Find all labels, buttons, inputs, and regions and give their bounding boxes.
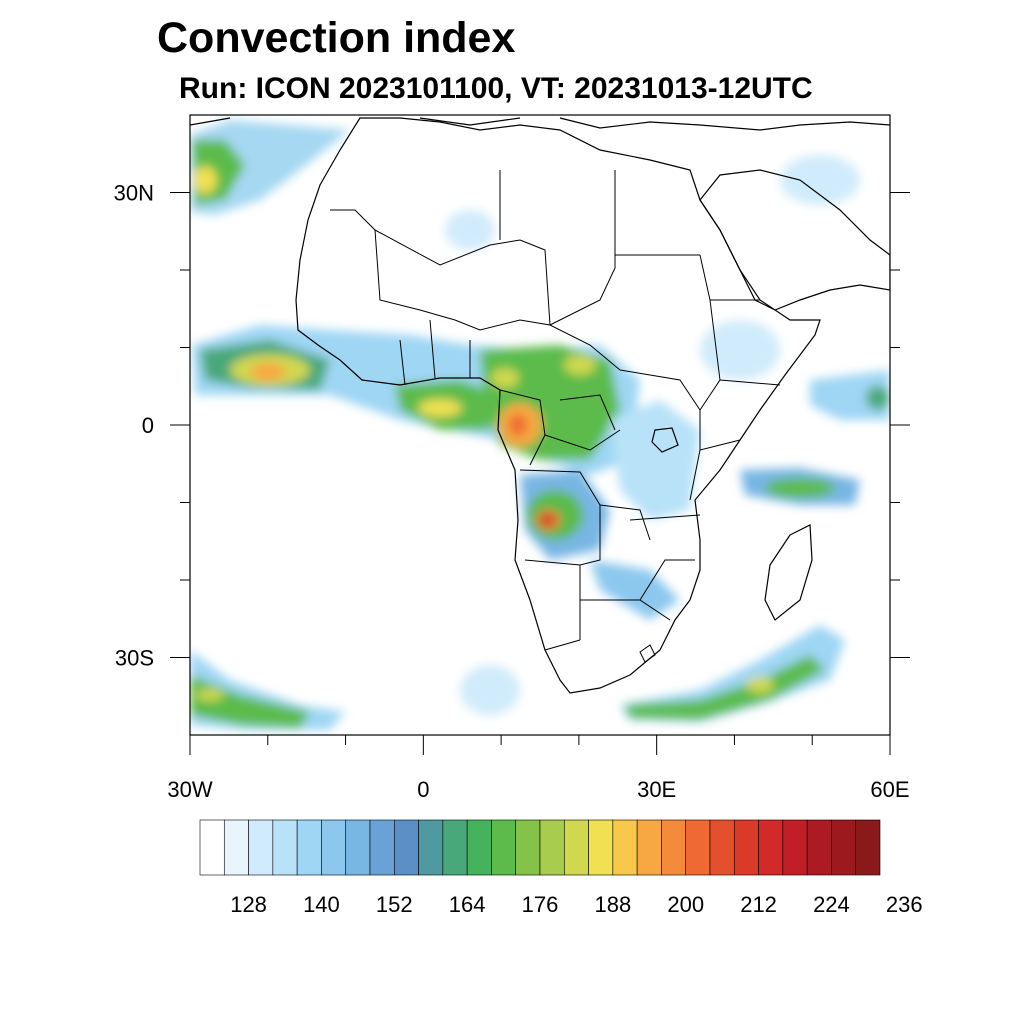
country-borders <box>330 170 781 663</box>
axis-ticks <box>170 192 910 755</box>
field-central-africa <box>480 345 620 460</box>
colorbar-swatch <box>855 819 881 876</box>
field-south-indian-peak <box>746 677 774 693</box>
lon-tick-label: 30E <box>637 777 676 802</box>
border-lines-central <box>399 319 621 466</box>
convection-field <box>190 120 890 730</box>
colorbar-swatch <box>733 819 759 876</box>
field-indian-ocean-green <box>765 478 835 498</box>
colorbar-swatch <box>248 819 274 876</box>
colorbar-swatch <box>758 819 784 876</box>
border-lines-south <box>519 469 701 651</box>
border-lines-north <box>330 170 700 326</box>
colorbar-swatch <box>491 819 517 876</box>
colorbar-swatch <box>709 819 735 876</box>
lat-tick-label: 30S <box>115 646 154 671</box>
border-lines-east <box>619 254 781 501</box>
lon-tick-label: 30W <box>167 777 212 802</box>
madagascar-coastline <box>764 524 813 621</box>
field-south-atlantic-peak <box>196 689 224 701</box>
colorbar-label: 212 <box>740 892 777 917</box>
field-southern-band <box>590 560 680 620</box>
africa-coastline <box>295 117 821 694</box>
colorbar-swatch <box>515 819 541 876</box>
field-east-africa <box>610 400 700 520</box>
europe-coastline <box>190 117 890 131</box>
colorbar-swatch <box>223 819 249 876</box>
map-title: Convection index <box>157 14 516 62</box>
colorbar-swatch <box>272 819 298 876</box>
map-subtitle: Run: ICON 2023101100, VT: 20231013-12UTC <box>179 72 813 105</box>
colorbar-swatch <box>782 819 808 876</box>
field-atlantic-peak-core <box>250 363 286 381</box>
field-congo-core <box>509 414 527 436</box>
colorbar-swatch <box>831 819 857 876</box>
colorbar-swatch <box>539 819 565 876</box>
coastlines <box>190 117 890 694</box>
field-south-indian-ocean <box>620 625 845 722</box>
colorbar-label: 152 <box>376 892 413 917</box>
lon-tick-label: 0 <box>417 777 429 802</box>
colorbar-label: 188 <box>594 892 631 917</box>
field-south-atlantic-green <box>190 675 310 728</box>
colorbar-label: 176 <box>522 892 559 917</box>
colorbar-swatch <box>393 819 419 876</box>
colorbar-swatch <box>442 819 468 876</box>
lat-tick-label: 0 <box>142 413 154 438</box>
arabia-coastline <box>699 169 890 311</box>
colorbar: 128 140 152 164 176 188 200 212 224 236 <box>199 819 923 917</box>
colorbar-swatch <box>296 819 322 876</box>
colorbar-label: 200 <box>667 892 704 917</box>
lesotho-border <box>639 644 656 663</box>
colorbar-label: 164 <box>449 892 486 917</box>
axis-tick-labels: 30W 0 30E 60E 30N 0 30S <box>114 181 910 803</box>
colorbar-swatch <box>685 819 711 876</box>
colorbar-swatch <box>588 819 614 876</box>
lat-tick-label: 30N <box>114 181 154 206</box>
colorbar-swatch <box>418 819 444 876</box>
field-arabian-sea-green <box>866 386 890 410</box>
field-cameroon-peak <box>491 368 519 388</box>
colorbar-swatch <box>321 819 347 876</box>
field-red-sea-patch <box>780 155 860 205</box>
colorbar-swatch <box>466 819 492 876</box>
colorbar-swatch <box>563 819 589 876</box>
field-sahara-patch <box>445 210 495 250</box>
field-south-indian-ocean-green <box>625 655 825 720</box>
lake-victoria <box>651 427 679 453</box>
colorbar-swatch <box>661 819 687 876</box>
field-angola-core <box>542 516 552 524</box>
field-horn-patch <box>700 320 780 380</box>
colorbar-swatch <box>806 819 832 876</box>
colorbar-label: 224 <box>813 892 850 917</box>
field-arabian-sea <box>810 370 890 420</box>
field-sa-patch <box>460 665 520 715</box>
colorbar-label: 236 <box>886 892 923 917</box>
colorbar-swatch <box>369 819 395 876</box>
colorbar-label: 140 <box>303 892 340 917</box>
colorbar-swatch <box>612 819 638 876</box>
colorbar-swatch <box>345 819 371 876</box>
field-car-peak <box>564 355 596 375</box>
colorbar-swatch <box>636 819 662 876</box>
colorbar-label: 128 <box>230 892 267 917</box>
field-gulf-guinea-peak <box>418 399 462 417</box>
field-north-atlantic-peak <box>193 166 217 194</box>
colorbar-swatch <box>199 819 225 876</box>
lon-tick-label: 60E <box>870 777 909 802</box>
